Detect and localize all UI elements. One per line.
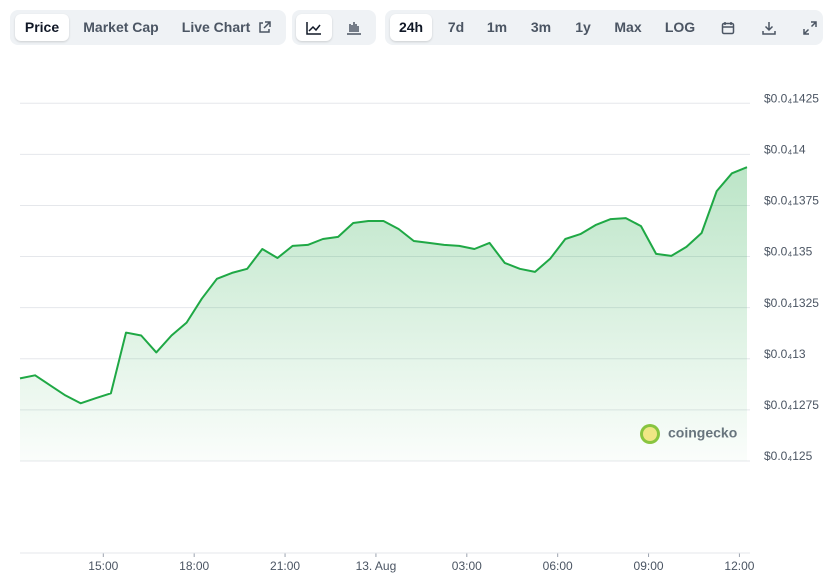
range-group: 24h 7d 1m 3m 1y Max LOG xyxy=(385,10,823,45)
chart-type-group xyxy=(292,10,376,45)
tab[interactable]: Market Cap xyxy=(83,19,159,35)
y-tick-label: $0.0₄13 xyxy=(764,347,806,361)
y-tick-label: $0.0₄1325 xyxy=(764,296,819,310)
y-tick-label: $0.0₄135 xyxy=(764,245,813,259)
y-tick-label: $0.0₄125 xyxy=(764,449,813,463)
line xyxy=(19,166,748,405)
x-tick-label: 21:00 xyxy=(270,559,300,573)
range-button[interactable]: 24h xyxy=(390,14,432,41)
range-button[interactable]: 3m xyxy=(530,19,552,35)
y-tick-label: $0.0₄1275 xyxy=(764,398,819,412)
y-tick-label: $0.0₄1375 xyxy=(764,194,819,208)
area xyxy=(20,167,747,461)
candle-button[interactable] xyxy=(336,14,372,41)
line-button[interactable] xyxy=(296,14,332,41)
download-icon[interactable] xyxy=(762,21,776,35)
candle-icon xyxy=(347,22,361,35)
x-tick-label: 15:00 xyxy=(88,559,118,573)
fullscreen-icon[interactable] xyxy=(803,21,817,35)
x-tick-label: 09:00 xyxy=(634,559,664,573)
line-icon xyxy=(306,22,321,35)
range-button[interactable]: 1y xyxy=(575,19,591,35)
calendar-icon[interactable] xyxy=(721,21,735,35)
range-button[interactable]: 7d xyxy=(447,19,465,35)
x-tick-label: 18:00 xyxy=(179,559,209,573)
x-tick-label: 12:00 xyxy=(724,559,754,573)
range-button[interactable]: LOG xyxy=(664,19,696,35)
y-tick-label: $0.0₄14 xyxy=(764,143,806,157)
range-button[interactable]: 1m xyxy=(486,19,508,35)
tab-group: Price Market Cap Live Chart xyxy=(10,10,286,45)
tab[interactable]: Live Chart xyxy=(181,19,251,35)
external-icon xyxy=(259,21,271,33)
x-tick-label: 06:00 xyxy=(543,559,573,573)
range-button[interactable]: Max xyxy=(614,19,642,35)
tab[interactable]: Price xyxy=(15,14,69,41)
x-tick-label: 13. Aug xyxy=(356,559,397,573)
y-tick-label: $0.0₄1425 xyxy=(764,91,819,105)
x-tick-label: 03:00 xyxy=(452,559,482,573)
